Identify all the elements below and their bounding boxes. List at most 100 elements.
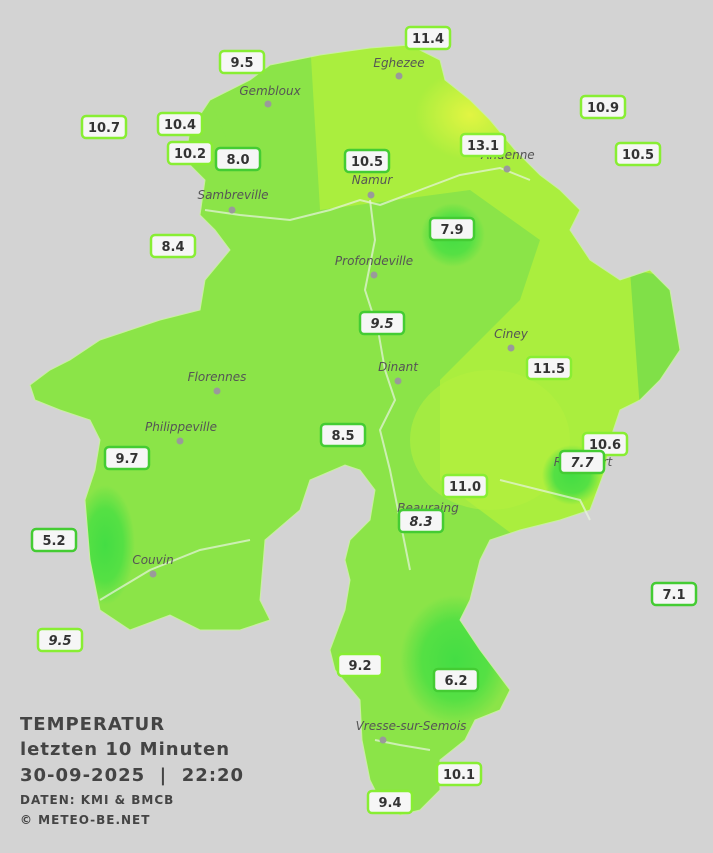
title-block: TEMPERATUR letzten 10 Minuten 30-09-2025… — [20, 714, 244, 827]
city-label: Gembloux — [239, 84, 301, 98]
credit: DATEN: KMI & BMCB — [20, 793, 174, 807]
station: 5.2 — [30, 527, 78, 553]
station-box — [103, 445, 151, 471]
station-box — [336, 652, 384, 678]
city-dot — [379, 736, 387, 744]
station: 9.5 — [36, 627, 84, 653]
station-value: 10.5 — [351, 155, 383, 170]
station-box — [366, 789, 414, 815]
title-line: TEMPERATUR — [20, 714, 165, 735]
title-line: 30-09-2025 | 22:20 — [20, 765, 244, 786]
station-box — [650, 581, 698, 607]
city-label: Vresse-sur-Semois — [356, 719, 467, 733]
station-box — [432, 667, 480, 693]
station: 10.4 — [156, 111, 204, 137]
station-value: 9.4 — [378, 796, 401, 811]
city-label: Philippeville — [145, 420, 217, 434]
station-box — [614, 141, 662, 167]
city-dot — [395, 72, 403, 80]
station: 9.7 — [103, 445, 151, 471]
station: 8.5 — [319, 422, 367, 448]
station: 9.4 — [366, 789, 414, 815]
station: 10.1 — [435, 761, 483, 787]
city-dot — [149, 570, 157, 578]
station-value: 13.1 — [467, 139, 499, 154]
station-box — [558, 449, 606, 475]
station-value: 6.2 — [444, 674, 467, 689]
city-label: Namur — [352, 173, 394, 187]
station-box — [80, 114, 128, 140]
title-line: letzten 10 Minuten — [20, 739, 230, 760]
station: 13.1 — [459, 132, 507, 158]
station-box — [36, 627, 84, 653]
city-dot — [367, 191, 375, 199]
station-box — [149, 233, 197, 259]
city-label: Eghezee — [373, 56, 424, 70]
station: 8.4 — [149, 233, 197, 259]
station-box — [404, 25, 452, 51]
station-value: 8.5 — [331, 429, 354, 444]
station: 10.9 — [579, 94, 627, 120]
station: 8.0 — [214, 146, 262, 172]
station-value: 11.0 — [449, 480, 481, 495]
station-value: 11.4 — [412, 32, 444, 47]
station: 9.5 — [218, 49, 266, 75]
city-label: Florennes — [188, 370, 247, 384]
station-box — [319, 422, 367, 448]
station-value: 9.5 — [230, 56, 253, 71]
station-value: 8.0 — [226, 153, 249, 168]
station-value: 10.1 — [443, 768, 475, 783]
station-box — [435, 761, 483, 787]
station: 6.2 — [432, 667, 480, 693]
station-value: 10.7 — [88, 121, 120, 136]
station-value: 10.5 — [622, 148, 654, 163]
station: 10.5 — [614, 141, 662, 167]
station: 11.0 — [441, 473, 489, 499]
station: 7.9 — [428, 216, 476, 242]
station: 7.1 — [650, 581, 698, 607]
station: 9.2 — [336, 652, 384, 678]
station: 11.4 — [404, 25, 452, 51]
station-value: 8.4 — [161, 240, 184, 255]
city-dot — [213, 387, 221, 395]
station: 11.5 — [525, 355, 573, 381]
city-dot — [264, 100, 272, 108]
station-box — [214, 146, 262, 172]
station-box — [218, 49, 266, 75]
station-value: 5.2 — [42, 534, 65, 549]
rivers — [99, 166, 591, 751]
city-dot — [176, 437, 184, 445]
station-value: 7.7 — [570, 456, 594, 471]
station-box — [441, 473, 489, 499]
city-label: Ciney — [494, 327, 529, 341]
station: 10.5 — [343, 148, 391, 174]
station-box — [459, 132, 507, 158]
station-value: 7.1 — [662, 588, 685, 603]
station: 9.5 — [358, 310, 406, 336]
station-box — [30, 527, 78, 553]
station: 7.7 — [558, 449, 606, 475]
station-value: 7.9 — [440, 223, 463, 238]
station-box — [397, 508, 445, 534]
city-dot — [394, 377, 402, 385]
station-value: 9.2 — [348, 659, 371, 674]
city-label: Dinant — [378, 360, 419, 374]
city-dot — [503, 165, 511, 173]
station: 10.7 — [80, 114, 128, 140]
station-box — [428, 216, 476, 242]
station-value: 10.4 — [164, 118, 196, 133]
station-box — [166, 140, 214, 166]
station-value: 9.5 — [370, 317, 393, 332]
station-value: 10.2 — [174, 147, 206, 162]
station-value: 8.3 — [409, 515, 432, 530]
station-value: 9.7 — [115, 452, 138, 467]
station-value: 11.5 — [533, 362, 565, 377]
city-label: Profondeville — [335, 254, 413, 268]
station: 10.2 — [166, 140, 214, 166]
credit: © METEO-BE.NET — [20, 813, 150, 827]
station-box — [358, 310, 406, 336]
city-label: Sambreville — [197, 188, 268, 202]
city-dot — [507, 344, 515, 352]
